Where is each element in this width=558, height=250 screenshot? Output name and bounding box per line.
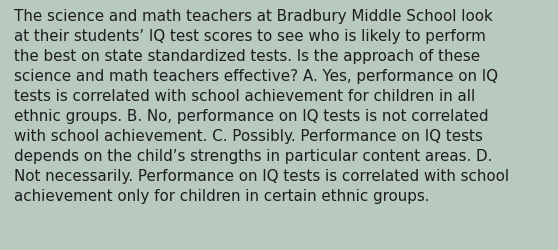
Text: The science and math teachers at Bradbury Middle School look
at their students’ : The science and math teachers at Bradbur… [14, 9, 509, 203]
